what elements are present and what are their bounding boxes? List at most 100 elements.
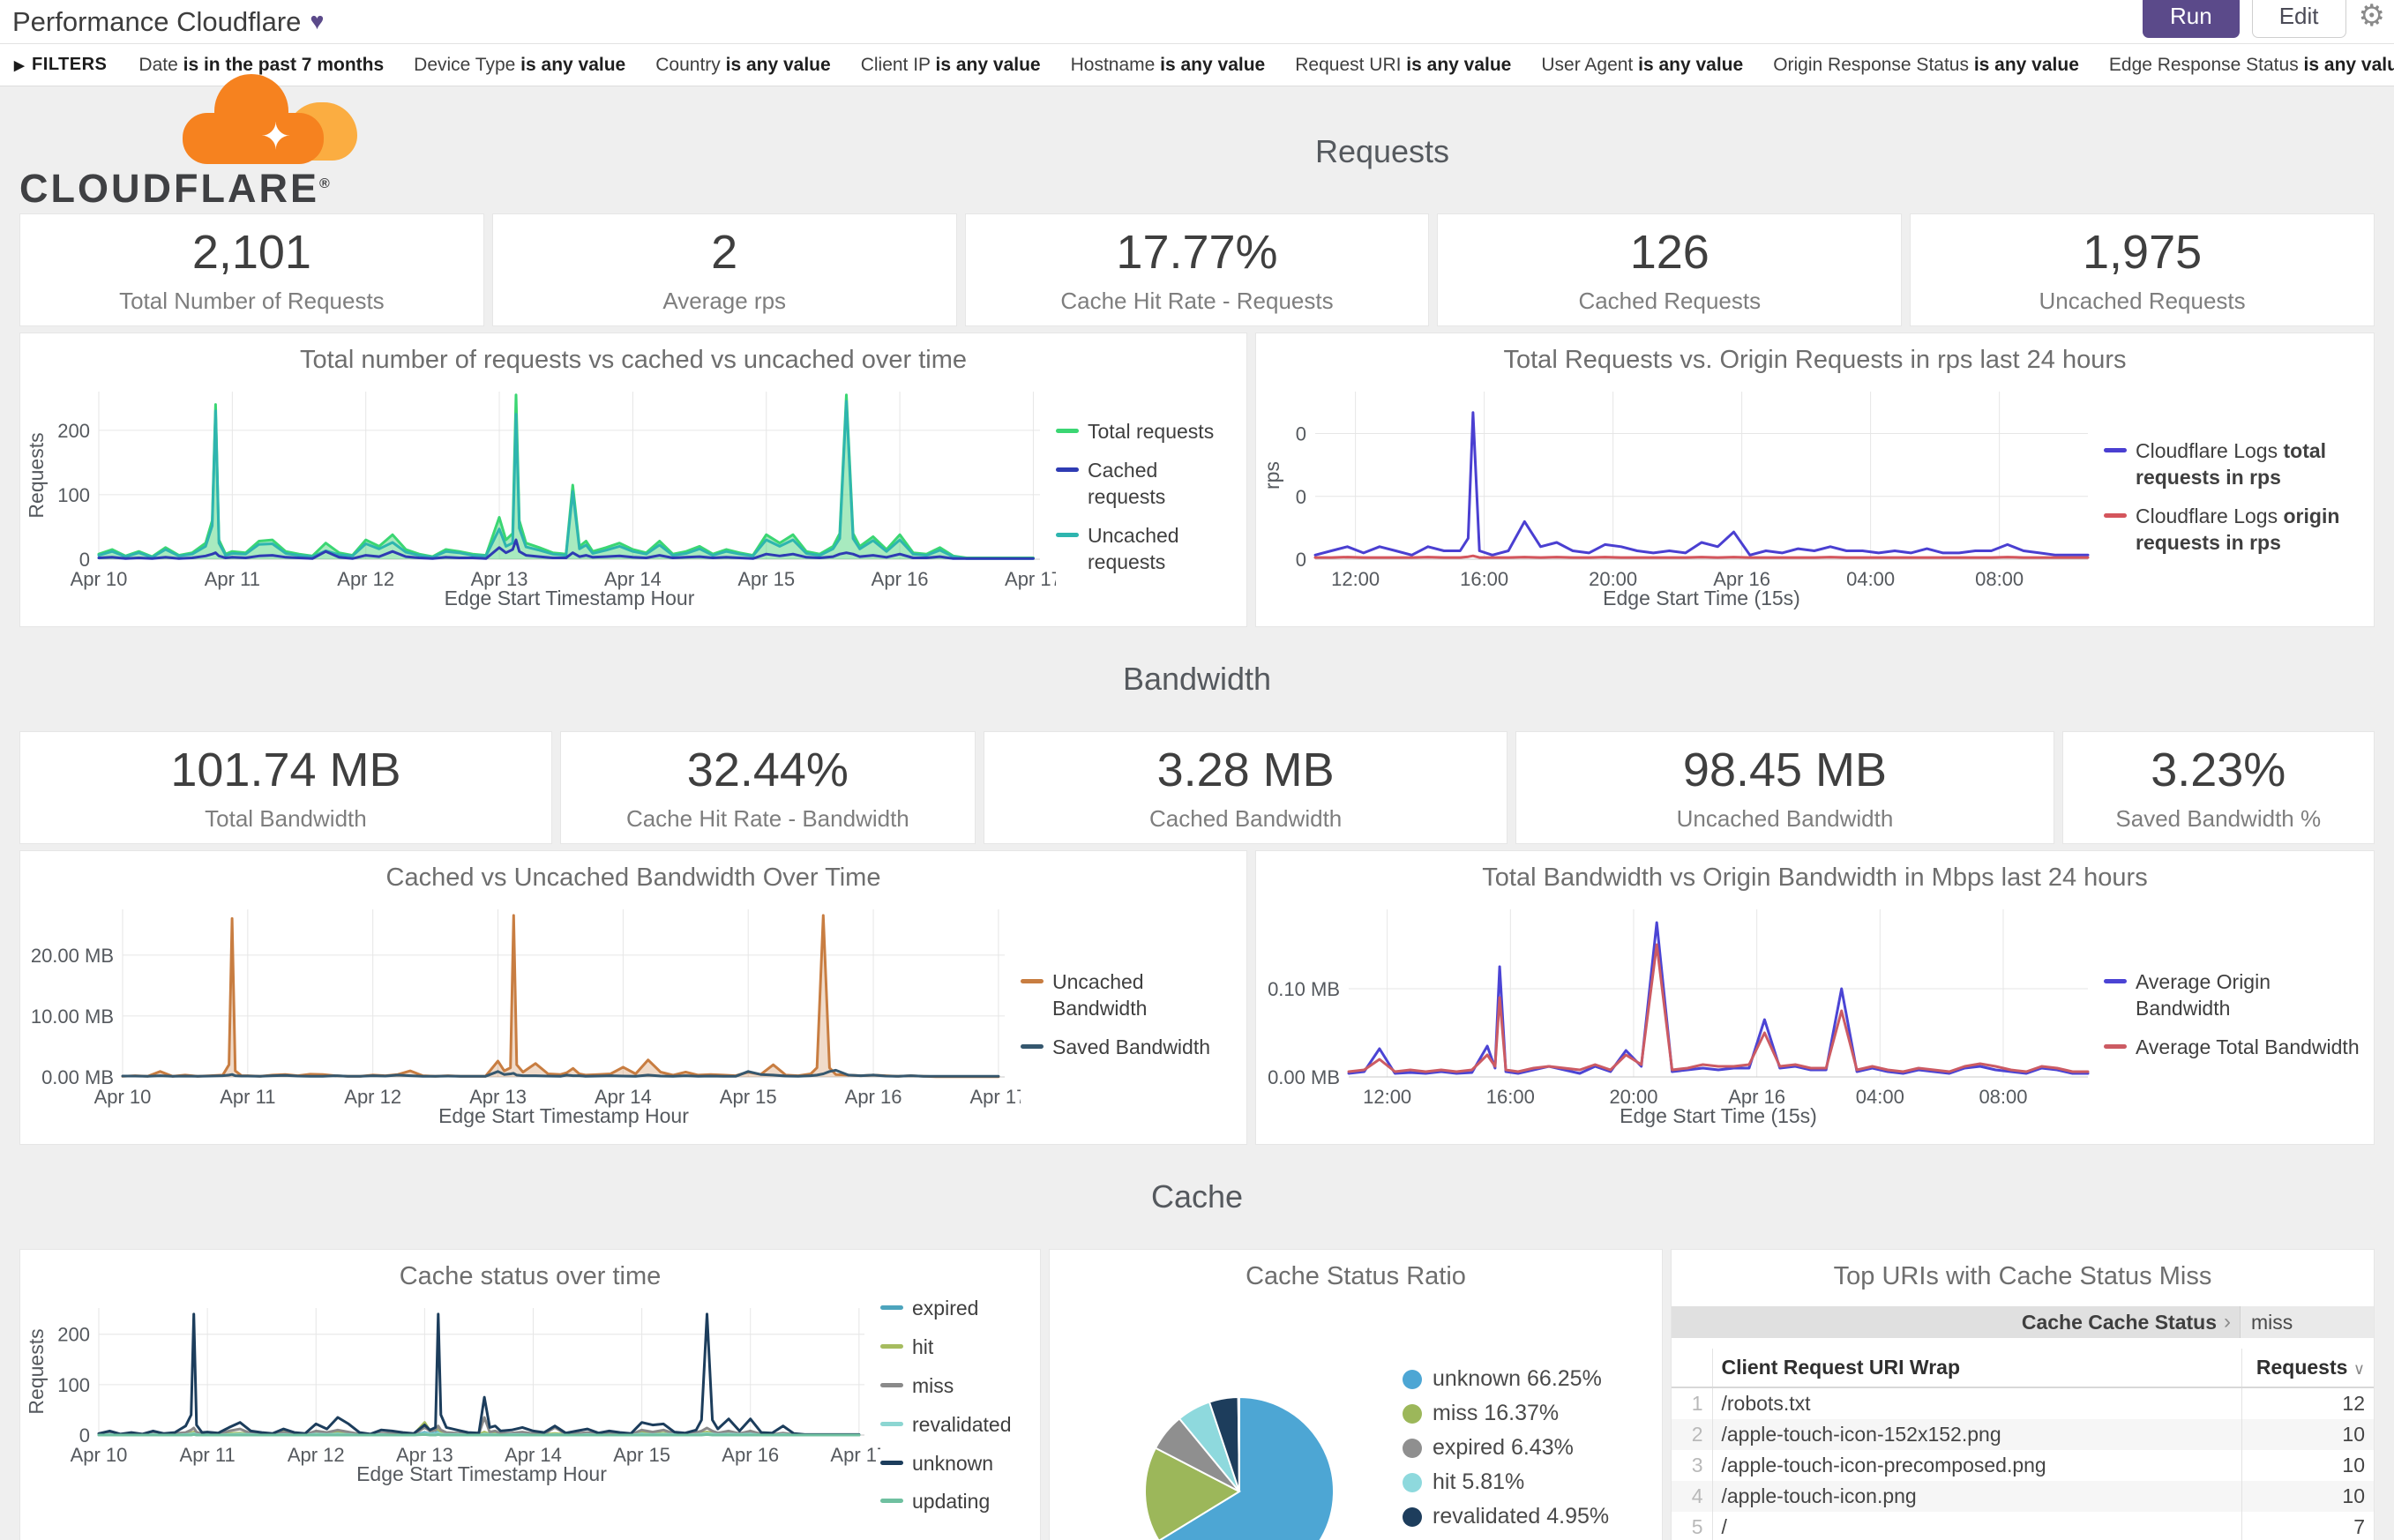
kpi-tile[interactable]: 17.77% Cache Hit Rate - Requests: [964, 213, 1430, 326]
svg-text:16:00: 16:00: [1486, 1086, 1535, 1108]
kpi-tile[interactable]: 32.44% Cache Hit Rate - Bandwidth: [559, 731, 976, 844]
table-title: Top URIs with Cache Status Miss: [1833, 1262, 2212, 1290]
table-row[interactable]: 1/robots.txt 12: [1672, 1387, 2374, 1419]
uri-cell[interactable]: /robots.txt: [1721, 1392, 1811, 1415]
svg-text:Requests: Requests: [26, 1328, 48, 1414]
kpi-tile[interactable]: 3.28 MB Cached Bandwidth: [983, 731, 1508, 844]
kpi-tile[interactable]: 3.23% Saved Bandwidth %: [2061, 731, 2375, 844]
kpi-tile[interactable]: 1,975 Uncached Requests: [1910, 213, 2375, 326]
kpi-tile[interactable]: 2,101 Total Number of Requests: [19, 213, 484, 326]
uri-cell[interactable]: /apple-touch-icon.png: [1721, 1484, 1917, 1507]
legend-item[interactable]: updating: [880, 1489, 1028, 1515]
cache-status-pie[interactable]: [1050, 1296, 1403, 1540]
filter-chip[interactable]: Country is any value: [655, 54, 831, 75]
pie-legend-label: miss 16.37%: [1433, 1401, 1560, 1425]
table-tile-top-uris: Top URIs with Cache Status Miss Cache Ca…: [1671, 1249, 2375, 1540]
cache-status-plot[interactable]: Apr 10 Apr 11 Apr 12 Apr 13 Apr 14 Apr 15 Apr …: [25, 1296, 887, 1491]
table-row[interactable]: 2/apple-touch-icon-152x152.png 10: [1672, 1419, 2374, 1450]
legend-item[interactable]: Average Total Bandwidth: [2104, 1035, 2361, 1061]
svg-text:0.00 MB: 0.00 MB: [1268, 1066, 1340, 1088]
pie-legend-item[interactable]: unknown 66.25%: [1403, 1366, 1609, 1392]
chart-tile-bandwidth-over-time: Cached vs Uncached Bandwidth Over Time A…: [19, 850, 1247, 1145]
filters-label: FILTERS: [32, 55, 108, 74]
kpi-tile[interactable]: 98.45 MB Uncached Bandwidth: [1515, 731, 2054, 844]
bandwidth-over-time-plot[interactable]: Apr 10 Apr 11 Apr 12 Apr 13 Apr 14 Apr 15 Apr …: [26, 897, 1027, 1133]
edit-button[interactable]: Edit: [2251, 0, 2346, 38]
legend-label: Average Origin Bandwidth: [2136, 970, 2271, 1020]
pie-legend-label: updating 0.19%: [1433, 1538, 1586, 1540]
column-header-requests[interactable]: Requests ∨: [2241, 1349, 2374, 1388]
legend-swatch: [1021, 1043, 1044, 1049]
requests-over-time-plot[interactable]: Apr 10 Apr 11 Apr 12 Apr 13 Apr 14 Apr 15 Apr …: [25, 379, 1062, 616]
legend-dot: [1403, 1438, 1422, 1458]
legend-label: updating: [912, 1490, 991, 1514]
pie-legend-item[interactable]: revalidated 4.95%: [1403, 1504, 1609, 1529]
cloudflare-wordmark: CLOUDFLARE®: [19, 166, 333, 211]
legend-item[interactable]: Average Origin Bandwidth: [2104, 969, 2361, 1022]
chart-legend: Cloudflare Logs total requests in rps Clo…: [2104, 379, 2368, 616]
kpi-tile[interactable]: 2 Average rps: [491, 213, 957, 326]
uri-cell[interactable]: /: [1721, 1515, 1727, 1538]
legend-item[interactable]: Cached requests: [1056, 458, 1234, 511]
legend-item[interactable]: Cloudflare Logs origin requests in rps: [2104, 504, 2361, 557]
uri-cell[interactable]: /apple-touch-icon-precomposed.png: [1721, 1454, 2046, 1476]
filter-chip[interactable]: Edge Response Status is any value: [2108, 54, 2394, 75]
legend-item[interactable]: hit: [880, 1334, 1028, 1361]
filter-chip[interactable]: Device Type is any value: [414, 54, 626, 75]
legend-item[interactable]: Uncached requests: [1056, 523, 1234, 576]
table-row[interactable]: 3/apple-touch-icon-precomposed.png 10: [1672, 1450, 2374, 1481]
pivot-field-label[interactable]: Cache Cache Status ›: [1672, 1306, 2240, 1338]
legend-item[interactable]: expired: [880, 1296, 1028, 1322]
svg-text:12:00: 12:00: [1363, 1086, 1411, 1108]
pie-legend-item[interactable]: updating 0.19%: [1403, 1538, 1609, 1540]
dashboard-title: Performance Cloudflare: [12, 5, 302, 37]
chart-tile-cache-status-over-time: Cache status over time Apr 10 Apr 11 Apr 1…: [19, 1249, 1041, 1540]
filters-toggle[interactable]: ▶ FILTERS: [14, 55, 107, 75]
dashboard-main: ✦ CLOUDFLARE® Requests 2,101 Total Number…: [0, 74, 2394, 1540]
legend-swatch: [880, 1460, 903, 1465]
legend-item[interactable]: miss: [880, 1373, 1028, 1400]
legend-swatch: [880, 1305, 903, 1310]
rps-24h-plot[interactable]: 12:00 16:00 20:00 Apr 16 04:00 08:00 0 0 0 Edge S…: [1261, 379, 2104, 616]
filter-chip[interactable]: Origin Response Status is any value: [1773, 54, 2079, 75]
svg-text:0.00 MB: 0.00 MB: [41, 1066, 114, 1088]
uri-cell[interactable]: /apple-touch-icon-152x152.png: [1721, 1423, 2001, 1446]
kpi-value: 101.74 MB: [170, 744, 401, 796]
requests-cell: 10: [2241, 1450, 2374, 1481]
pie-legend-label: hit 5.81%: [1433, 1469, 1525, 1494]
legend-item[interactable]: Uncached Bandwidth: [1021, 969, 1234, 1022]
svg-text:Apr 17: Apr 17: [830, 1444, 880, 1466]
svg-text:Apr 10: Apr 10: [94, 1086, 152, 1108]
filter-chip[interactable]: User Agent is any value: [1541, 54, 1744, 75]
legend-item[interactable]: unknown: [880, 1451, 1028, 1477]
filter-chip[interactable]: Client IP is any value: [860, 54, 1041, 75]
gear-icon[interactable]: ⚙: [2358, 0, 2385, 33]
run-button[interactable]: Run: [2143, 0, 2240, 38]
pie-legend-item[interactable]: miss 16.37%: [1403, 1401, 1609, 1426]
svg-text:Edge Start Time (15s): Edge Start Time (15s): [1603, 587, 1800, 609]
kpi-value: 3.23%: [2151, 744, 2286, 796]
legend-item[interactable]: revalidated: [880, 1412, 1028, 1439]
chart-tile-rps-24h: Total Requests vs. Origin Requests in rp…: [1255, 333, 2375, 627]
filter-chip[interactable]: Hostname is any value: [1070, 54, 1266, 75]
legend-item[interactable]: Saved Bandwidth: [1021, 1035, 1234, 1061]
svg-text:Apr 16: Apr 16: [722, 1444, 779, 1466]
column-header-uri[interactable]: Client Request URI Wrap: [1712, 1349, 2241, 1388]
bandwidth-24h-plot[interactable]: 12:00 16:00 20:00 Apr 16 04:00 08:00 0.00 MB 0.…: [1261, 897, 2104, 1133]
kpi-tile[interactable]: 126 Cached Requests: [1437, 213, 1903, 326]
legend-item[interactable]: Total requests: [1056, 419, 1234, 445]
kpi-label: Uncached Requests: [2039, 288, 2246, 314]
table-row[interactable]: 5 / 7: [1672, 1512, 2374, 1540]
chart-title: Total number of requests vs cached vs un…: [300, 346, 967, 374]
filter-chip-list: Date is in the past 7 months Device Type …: [138, 55, 2394, 76]
filter-chip[interactable]: Date is in the past 7 months: [138, 54, 385, 75]
chart-tile-cache-status-ratio: Cache Status Ratio unknown 66.25% miss 16…: [1049, 1249, 1663, 1540]
kpi-tile[interactable]: 101.74 MB Total Bandwidth: [19, 731, 552, 844]
table-row[interactable]: 4/apple-touch-icon.png 10: [1672, 1481, 2374, 1512]
filter-chip[interactable]: Request URI is any value: [1295, 54, 1512, 75]
pie-legend-item[interactable]: expired 6.43%: [1403, 1435, 1609, 1461]
row-number: 2: [1672, 1419, 1713, 1450]
legend-item[interactable]: Cloudflare Logs total requests in rps: [2104, 438, 2361, 491]
row-number: 1: [1672, 1387, 1713, 1419]
pie-legend-item[interactable]: hit 5.81%: [1403, 1469, 1609, 1495]
